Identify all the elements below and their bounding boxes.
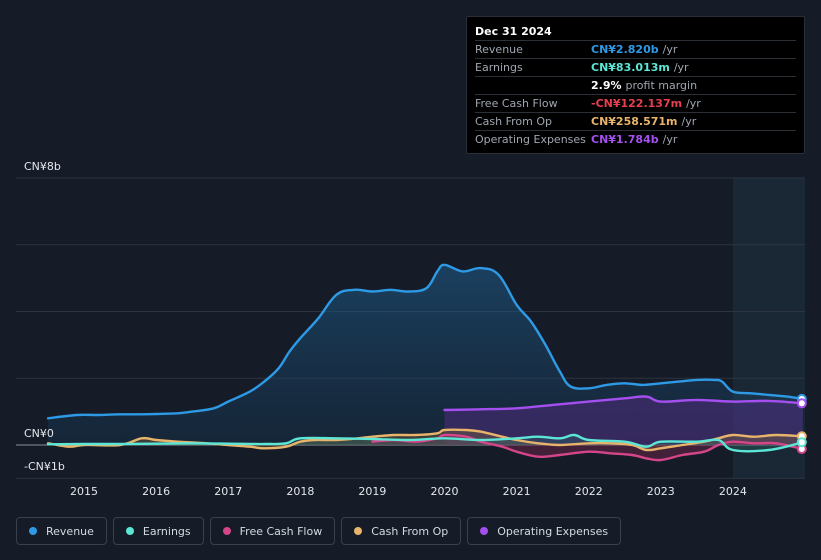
x-axis-label: 2018 (286, 485, 314, 498)
legend-label: Revenue (46, 524, 94, 538)
series-areas (48, 264, 803, 461)
earnings-line (46, 433, 804, 453)
y-axis-label: CN¥0 (24, 427, 54, 440)
tooltip-row-value: CN¥2.820b (591, 43, 659, 56)
y-axis-label: CN¥8b (24, 160, 61, 173)
tooltip-row-label: Cash From Op (475, 115, 553, 128)
tooltip-row-label: Earnings (475, 61, 523, 74)
x-axis-label: 2019 (358, 485, 386, 498)
legend-dot-icon (222, 527, 231, 535)
tooltip-row: Revenue CN¥2.820b/yr (475, 40, 796, 58)
y-axis-label: -CN¥1b (24, 460, 65, 473)
operating-expenses-end-marker (796, 398, 807, 409)
tooltip-row-label: Free Cash Flow (475, 97, 558, 110)
legend-label: Free Cash Flow (239, 524, 323, 538)
legend-label: Cash From Op (371, 524, 449, 538)
legend-label: Operating Expenses (497, 524, 609, 538)
tooltip-row-value: CN¥83.013m (591, 61, 670, 74)
x-axis-label: 2021 (503, 485, 531, 498)
end-markers (796, 393, 807, 454)
x-axis-label: 2023 (647, 485, 675, 498)
earnings-area (48, 434, 803, 452)
legend: Revenue Earnings Free Cash Flow Cash From O… (16, 517, 622, 547)
legend-item[interactable]: Earnings (112, 517, 204, 545)
axes: CN¥8b CN¥0 -CN¥1b 2015 2016 2017 2018 2019 2020 2… (24, 160, 747, 498)
tooltip-row: 2.9% profit margin (475, 76, 796, 94)
tooltip-row-unit: /yr (681, 115, 697, 128)
tooltip-row: Free Cash Flow -CN¥122.137m/yr (475, 94, 796, 112)
tooltip-row-value: CN¥258.571m (591, 115, 678, 128)
tooltip-row: Cash From Op CN¥258.571m/yr (475, 112, 796, 130)
x-axis-label: 2020 (431, 485, 459, 498)
tooltip-row-unit: /yr (662, 43, 678, 56)
free-cash-flow-area (372, 434, 803, 461)
tooltip-date: Dec 31 2024 (475, 25, 552, 38)
x-axis-label: 2022 (575, 485, 603, 498)
legend-item[interactable]: Operating Expenses (467, 517, 622, 545)
x-axis-label: 2024 (719, 485, 747, 498)
legend-dot-icon (29, 527, 37, 535)
legend-item[interactable]: Free Cash Flow (209, 517, 336, 545)
tooltip-row-unit: /yr (673, 61, 689, 74)
legend-dot-icon (480, 527, 489, 535)
tooltip-panel: Dec 31 2024 Revenue CN¥2.820b/yr Earnings C… (466, 16, 805, 154)
tooltip-row-label (475, 77, 591, 94)
legend-label: Earnings (142, 524, 191, 538)
legend-dot-icon (354, 527, 363, 535)
operating-expenses-area (444, 396, 803, 445)
operating-expenses-line (443, 395, 804, 412)
tooltip-row-label: Revenue (475, 43, 523, 56)
tooltip-row-unit: /yr (662, 133, 678, 146)
revenue-line (46, 263, 804, 420)
tooltip-row-label: Operating Expenses (475, 133, 586, 146)
tooltip-row-value: CN¥1.784b (591, 133, 659, 146)
tooltip-row-value: 2.9% (591, 79, 622, 92)
earnings-end-marker (796, 437, 807, 448)
tooltip-row-unit: profit margin (625, 79, 698, 92)
x-axis-label: 2016 (142, 485, 170, 498)
legend-dot-icon (125, 527, 134, 535)
tooltip-row: Operating Expenses CN¥1.784b/yr (475, 130, 796, 148)
legend-item[interactable]: Revenue (16, 517, 107, 545)
tooltip-row-value: -CN¥122.137m (591, 97, 683, 110)
series-lines (46, 263, 804, 462)
x-axis-label: 2017 (214, 485, 242, 498)
x-axis-label: 2015 (70, 485, 98, 498)
legend-item[interactable]: Cash From Op (341, 517, 462, 545)
tooltip-rows: Revenue CN¥2.820b/yr Earnings CN¥83.013m/yr… (475, 40, 796, 148)
tooltip-row: Earnings CN¥83.013m/yr (475, 58, 796, 76)
tooltip-row-unit: /yr (686, 97, 701, 110)
